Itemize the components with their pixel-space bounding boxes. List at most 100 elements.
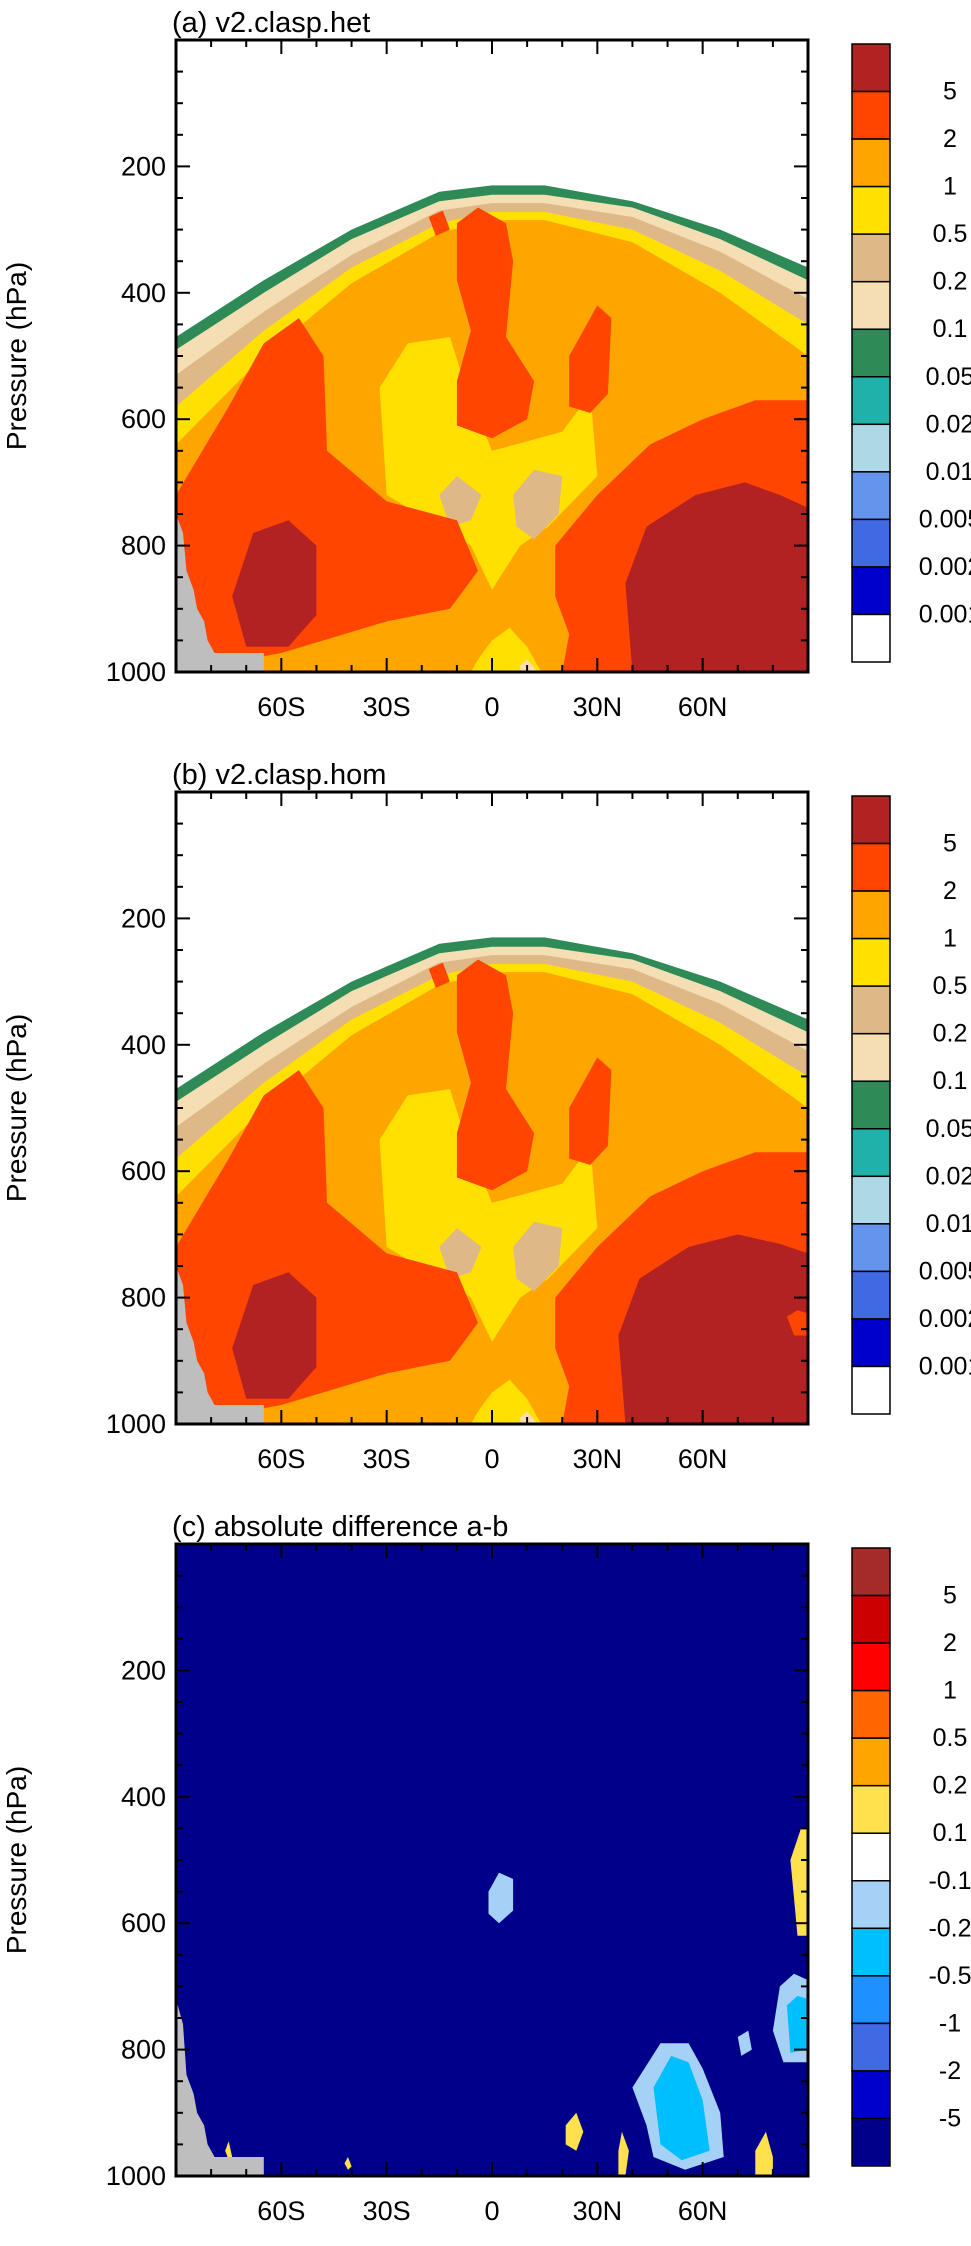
colorbar-box	[851, 2117, 891, 2167]
x-tick-label: 30N	[573, 692, 623, 722]
contour-region-13	[232, 520, 317, 647]
colorbar-box	[851, 795, 891, 845]
colorbar-box	[851, 1365, 891, 1415]
contour-region-9	[755, 2131, 773, 2176]
x-tick-label: 30S	[363, 1444, 411, 1474]
x-tick-label: 0	[484, 692, 499, 722]
contour-region-13	[232, 1272, 317, 1399]
contour-region-16	[470, 627, 542, 672]
colorbar-box	[851, 376, 891, 426]
colorbar-label: 0.2	[933, 268, 968, 296]
colorbar-box	[851, 566, 891, 616]
colorbar-box	[851, 890, 891, 940]
colorbar-label: 5	[943, 78, 957, 106]
topography-mask	[176, 514, 264, 672]
colorbar-label: 0.001	[919, 600, 971, 628]
colorbar-label: 2	[943, 1629, 957, 1657]
colorbar-label: 0.01	[926, 1210, 971, 1238]
colorbar-box	[851, 138, 891, 188]
colorbar-box	[851, 1737, 891, 1787]
colorbar-box	[851, 613, 891, 663]
colorbar-box	[851, 1832, 891, 1882]
colorbar-box	[851, 1975, 891, 2025]
colorbar-box	[851, 1175, 891, 1225]
y-tick-label: 400	[121, 1030, 166, 1060]
contour-region-6	[790, 1828, 808, 1936]
colorbar-label: 0.001	[919, 1352, 971, 1380]
y-tick-label: 1000	[106, 657, 166, 687]
x-tick-label: 60S	[257, 1444, 305, 1474]
x-tick-label: 60N	[678, 692, 728, 722]
panel-title: (b) v2.clasp.hom	[172, 759, 386, 791]
panel-title: (c) absolute difference a-b	[172, 1511, 508, 1543]
y-tick-label: 400	[121, 278, 166, 308]
colorbar-label: 0.1	[933, 1819, 968, 1847]
contour-region-9	[428, 962, 450, 988]
y-axis-label: Pressure (hPa)	[1, 262, 32, 450]
colorbar-label: 0.002	[919, 1305, 971, 1333]
colorbar-box	[851, 1880, 891, 1930]
contour-region-17	[520, 1411, 538, 1424]
x-tick-label: 0	[484, 2196, 499, 2226]
colorbar-box	[851, 1784, 891, 1834]
colorbar-box	[851, 1270, 891, 1320]
y-axis-label: Pressure (hPa)	[1, 1766, 32, 1954]
contour-fills	[176, 185, 808, 672]
x-tick-label: 60S	[257, 692, 305, 722]
colorbar-box	[851, 1642, 891, 1692]
contour-region-14	[618, 1234, 808, 1424]
contour-region-7	[565, 2112, 584, 2151]
y-tick-label: 800	[121, 2035, 166, 2065]
colorbar-label: 0.05	[926, 1115, 971, 1143]
colorbar-label: 0.2	[933, 1772, 968, 1800]
contour-region-6	[439, 1228, 482, 1279]
y-tick-label: 200	[121, 1655, 166, 1685]
colorbar-box	[851, 985, 891, 1035]
colorbar-box	[851, 328, 891, 378]
colorbar-label: 0.02	[926, 1162, 971, 1190]
y-tick-label: 400	[121, 1782, 166, 1812]
contour-region-9	[428, 210, 450, 236]
contour-region-10	[569, 305, 612, 413]
y-tick-label: 800	[121, 531, 166, 561]
colorbar-label: 0.5	[933, 1724, 968, 1752]
colorbar-label: 1	[943, 925, 957, 953]
contour-fills	[176, 1828, 808, 2176]
contour-region-8	[618, 2131, 629, 2176]
y-tick-label: 600	[121, 1156, 166, 1186]
y-tick-label: 800	[121, 1283, 166, 1313]
colorbar-label: 0.05	[926, 363, 971, 391]
contour-region-14	[625, 482, 808, 672]
y-tick-label: 1000	[106, 1409, 166, 1439]
contour-fills	[176, 937, 808, 1424]
colorbar-box	[851, 1080, 891, 1130]
topography-mask	[176, 1999, 264, 2176]
colorbar-label: 5	[943, 1582, 957, 1610]
colorbar-label: -0.1	[928, 1867, 971, 1895]
colorbar-label: 0.01	[926, 458, 971, 486]
y-tick-label: 600	[121, 404, 166, 434]
x-tick-label: 30N	[573, 1444, 623, 1474]
colorbar-box	[851, 43, 891, 93]
colorbar-box	[851, 937, 891, 987]
colorbar-box	[851, 90, 891, 140]
colorbar-box	[851, 471, 891, 521]
contour-region-10	[569, 1057, 612, 1165]
colorbar-label: 0.002	[919, 553, 971, 581]
contour-region-7	[513, 1221, 563, 1292]
contour-region-11	[344, 2157, 352, 2170]
x-tick-label: 30N	[573, 2196, 623, 2226]
y-tick-label: 600	[121, 1908, 166, 1938]
colorbar-label: 0.1	[933, 1067, 968, 1095]
colorbar-label: -1	[939, 2009, 961, 2037]
colorbar-box	[851, 1318, 891, 1368]
colorbar-label: -0.5	[928, 1962, 971, 1990]
contour-region-2	[653, 2055, 710, 2161]
colorbar-box	[851, 2070, 891, 2120]
colorbar-label: 0.5	[933, 972, 968, 1000]
colorbar-label: 1	[943, 1677, 957, 1705]
contour-region-0	[488, 1872, 514, 1924]
colorbar-label: 0.1	[933, 315, 968, 343]
colorbar-box	[851, 1594, 891, 1644]
